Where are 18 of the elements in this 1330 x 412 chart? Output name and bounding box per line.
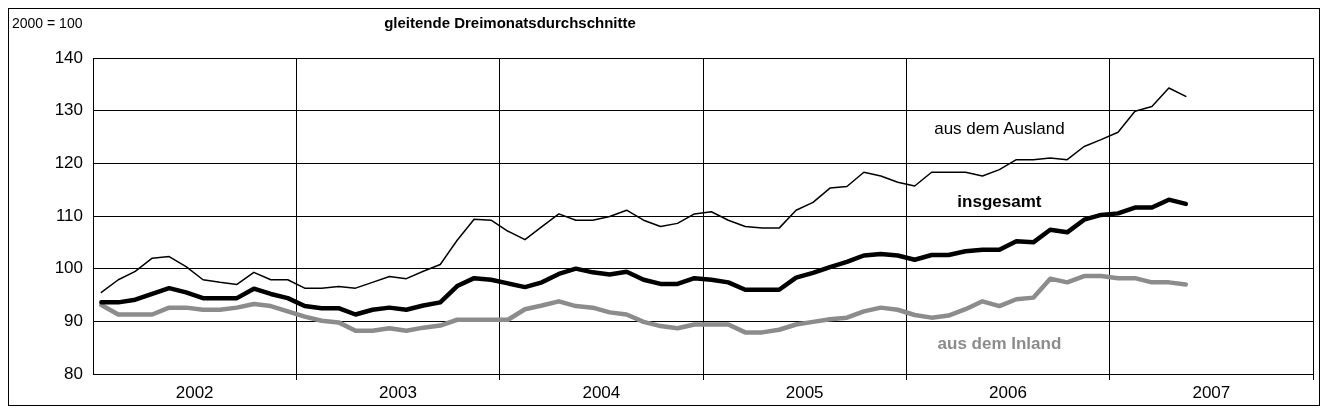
series-label: aus dem Ausland — [934, 119, 1065, 139]
y-tick-label: 110 — [55, 205, 83, 225]
chart-title: gleitende Dreimonatsdurchschnitte — [384, 14, 636, 32]
x-tick-label: 2002 — [175, 382, 214, 402]
y-tick-label: 100 — [54, 258, 83, 278]
y-axis-title: 2000 = 100 — [12, 14, 83, 31]
y-tick-label: 80 — [64, 363, 83, 383]
y-tick-label: 90 — [64, 311, 83, 331]
x-tick-label: 2005 — [785, 382, 824, 402]
x-tick-label: 2003 — [379, 382, 417, 402]
x-tick-label: 2007 — [1192, 382, 1231, 402]
y-tick-label: 130 — [54, 100, 83, 120]
series-label: insgesamt — [957, 192, 1042, 212]
series-label: aus dem Inland — [937, 333, 1062, 353]
x-tick-label: 2004 — [582, 382, 621, 402]
x-tick-label: 2006 — [989, 382, 1027, 402]
y-tick-label: 120 — [54, 153, 83, 173]
y-tick-label: 140 — [54, 47, 83, 67]
